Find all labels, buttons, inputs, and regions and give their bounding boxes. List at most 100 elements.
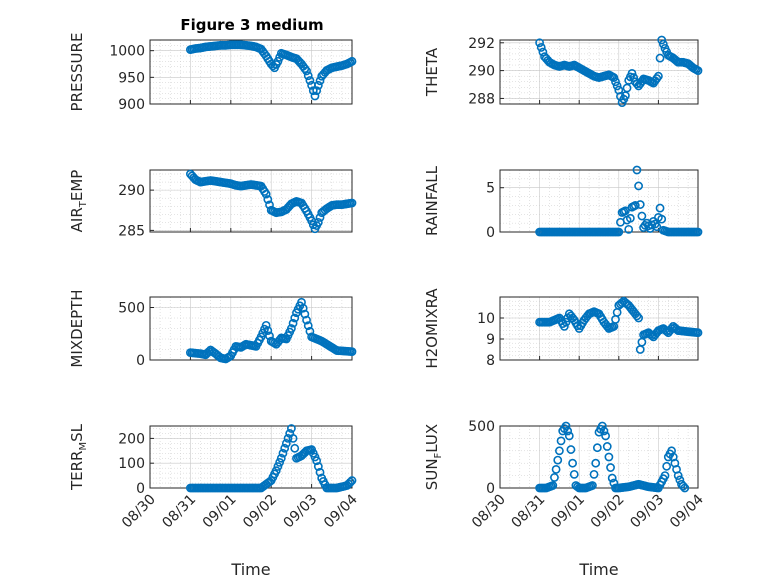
x-tick-label: 09/01 bbox=[548, 492, 588, 532]
y-tick-label: 500 bbox=[118, 301, 145, 317]
data-point bbox=[288, 318, 298, 328]
x-tick-label: 09/03 bbox=[281, 492, 321, 532]
series-markers bbox=[535, 165, 703, 237]
data-point bbox=[347, 56, 357, 66]
y-axis-label: AIRTEMP bbox=[68, 170, 89, 233]
series-markers bbox=[535, 421, 690, 493]
data-point bbox=[288, 433, 298, 443]
data-point bbox=[347, 476, 357, 485]
data-point bbox=[286, 424, 296, 433]
data-point bbox=[300, 309, 310, 319]
data-point bbox=[345, 477, 355, 487]
data-point bbox=[592, 443, 602, 453]
figure-title: Figure 3 medium bbox=[180, 16, 323, 34]
series-markers bbox=[185, 40, 357, 101]
y-tick-label: 0 bbox=[136, 353, 145, 369]
data-point bbox=[655, 53, 665, 63]
axes-border bbox=[149, 39, 353, 105]
y-tick-label: 950 bbox=[118, 70, 145, 86]
data-point bbox=[313, 80, 323, 90]
y-tick-label: 10 bbox=[477, 311, 495, 327]
y-tick-label: 290 bbox=[118, 183, 145, 199]
y-tick-label: 0 bbox=[486, 481, 495, 497]
subplot-rainfall: 0 5 RAINFALL bbox=[423, 165, 703, 241]
data-point bbox=[566, 445, 576, 454]
data-point bbox=[313, 217, 323, 227]
data-point bbox=[303, 71, 313, 81]
y-tick-label: 1000 bbox=[109, 44, 145, 60]
subplot-theta: 288 290 292 THETA bbox=[423, 35, 703, 108]
data-point bbox=[276, 453, 286, 463]
data-point bbox=[591, 458, 601, 468]
y-axis-label: THETA bbox=[423, 47, 441, 97]
y-tick-label: 0 bbox=[486, 225, 495, 241]
y-axis-label: TERRMSL bbox=[68, 423, 89, 491]
data-point bbox=[625, 213, 635, 223]
data-point bbox=[614, 227, 624, 237]
axes-border bbox=[499, 39, 699, 105]
data-point bbox=[308, 86, 318, 96]
data-point bbox=[298, 303, 308, 313]
y-tick-label: 900 bbox=[118, 97, 145, 113]
subplot-pressure: 900 950 1000 PRESSURE bbox=[68, 33, 357, 113]
y-tick-label: 9 bbox=[486, 332, 495, 348]
data-point bbox=[347, 347, 357, 356]
subplot-mixdepth: 0 500 MIXDEPTH bbox=[68, 289, 357, 369]
data-point bbox=[283, 433, 293, 443]
data-point bbox=[657, 35, 667, 45]
data-point bbox=[612, 81, 622, 91]
subplot-air-temp: 285 290 AIRTEMP bbox=[68, 169, 357, 239]
data-point bbox=[680, 483, 690, 493]
subplot-sun-flux: 0 500 08/30 08/31 09/01 09/02 09/03 09/04 Time SU… bbox=[423, 419, 707, 579]
data-point bbox=[313, 462, 323, 471]
data-point bbox=[312, 86, 322, 96]
x-axis-label: Time bbox=[230, 560, 270, 579]
series-markers bbox=[535, 35, 703, 108]
y-axis-label: MIXDEPTH bbox=[68, 289, 86, 367]
data-point bbox=[568, 458, 577, 468]
series-markers bbox=[535, 296, 703, 354]
y-tick-label: 0 bbox=[136, 481, 145, 497]
data-point bbox=[275, 457, 285, 467]
data-point bbox=[634, 181, 643, 191]
data-point bbox=[280, 443, 290, 453]
data-point bbox=[263, 326, 273, 335]
x-tick-label: 09/02 bbox=[588, 492, 628, 532]
data-point bbox=[551, 464, 561, 474]
data-point bbox=[273, 462, 283, 471]
y-axis-label: PRESSURE bbox=[68, 33, 86, 112]
data-point bbox=[290, 443, 300, 453]
data-point bbox=[315, 76, 325, 86]
data-point bbox=[548, 481, 558, 490]
data-point bbox=[678, 481, 688, 491]
series-markers bbox=[185, 424, 357, 493]
data-point bbox=[286, 324, 296, 333]
data-point bbox=[693, 227, 703, 237]
data-point bbox=[536, 43, 546, 52]
data-point bbox=[607, 473, 617, 483]
data-point bbox=[302, 315, 311, 325]
data-point bbox=[535, 38, 544, 48]
x-tick-label: 09/04 bbox=[321, 491, 361, 531]
y-axis-label: H2OMIXRA bbox=[423, 288, 441, 369]
x-tick-label: 09/04 bbox=[667, 491, 707, 531]
series-markers bbox=[185, 297, 357, 364]
x-tick-label: 08/31 bbox=[509, 492, 549, 532]
subplot-terr-msl: 0 100 200 08/30 08/31 09/01 09/02 09/03 09/04 Tim… bbox=[68, 423, 361, 579]
x-tick-label: 09/02 bbox=[240, 492, 280, 532]
axes-border bbox=[149, 296, 353, 361]
data-point bbox=[597, 421, 607, 431]
data-point bbox=[312, 456, 322, 466]
y-axis-label: RAINFALL bbox=[423, 165, 441, 236]
y-tick-label: 5 bbox=[486, 181, 495, 197]
data-point bbox=[588, 481, 597, 490]
y-tick-label: 100 bbox=[118, 456, 145, 472]
x-tick-label: 09/01 bbox=[200, 492, 240, 532]
data-point bbox=[662, 461, 672, 471]
data-point bbox=[589, 469, 599, 479]
data-point bbox=[315, 467, 325, 477]
data-point bbox=[627, 68, 637, 78]
y-axis-label: SUNFLUX bbox=[423, 424, 444, 490]
data-point bbox=[609, 73, 619, 82]
